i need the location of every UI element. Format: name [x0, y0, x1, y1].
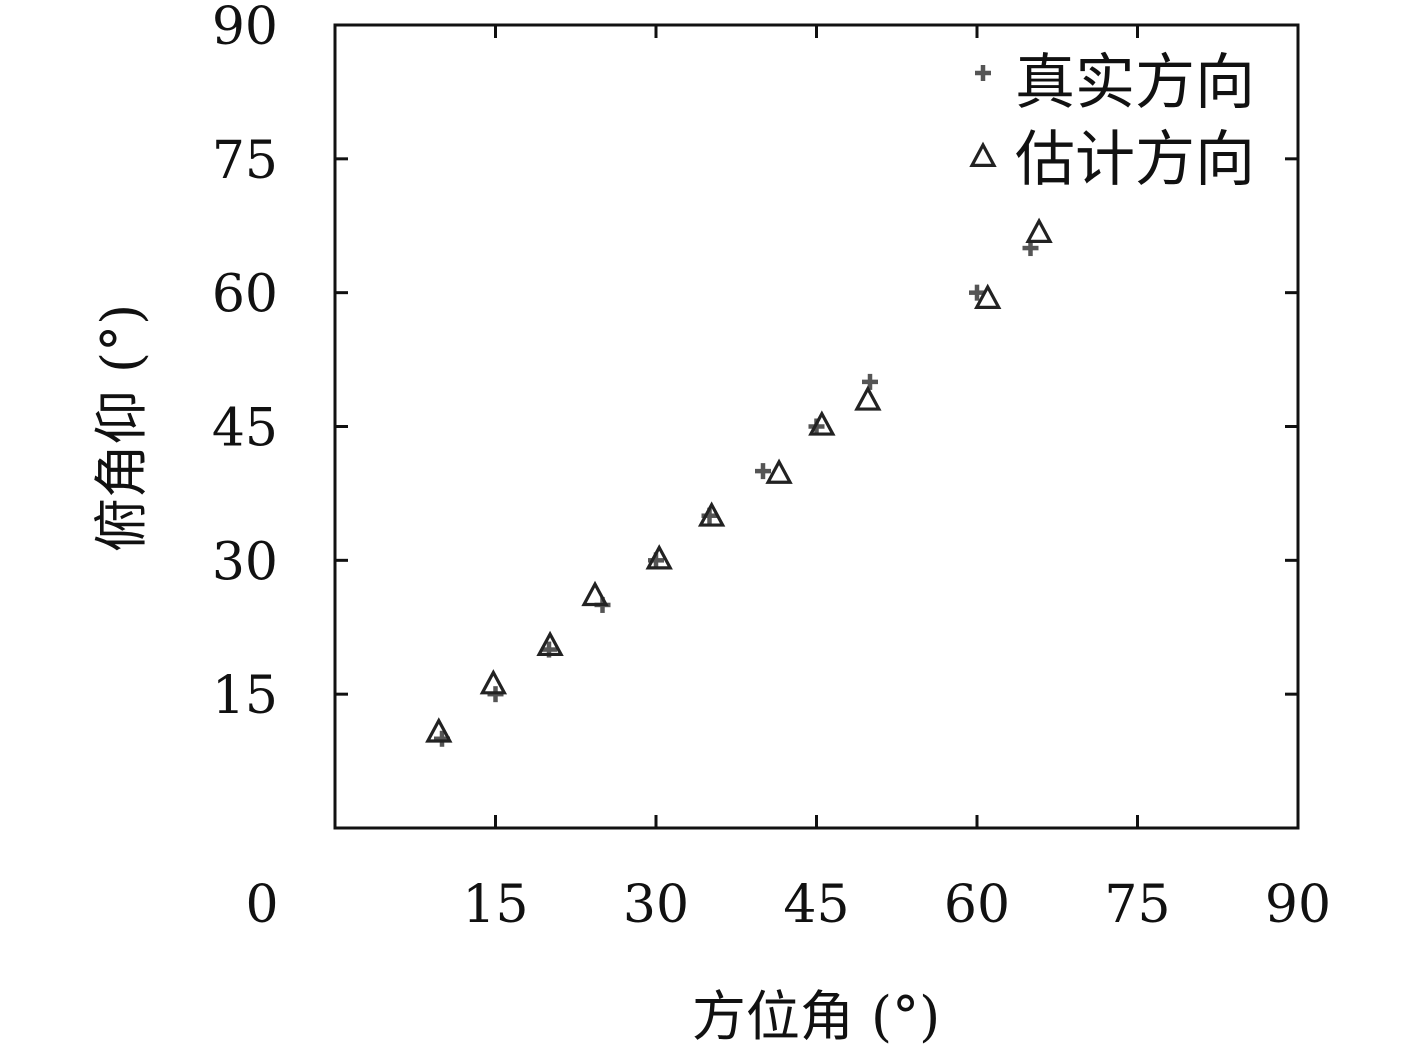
- x-tick-label: 45: [783, 875, 849, 935]
- x-tick-label: 90: [1265, 875, 1331, 935]
- estimated-direction-point: [974, 283, 1002, 309]
- estimated-direction-point: [697, 501, 726, 527]
- estimated-direction-point: [479, 669, 508, 695]
- legend-label-true-direction: 真实方向: [1015, 48, 1255, 118]
- estimated-direction-point: [645, 544, 673, 570]
- x-tick-label: 30: [623, 875, 689, 935]
- y-tick-label: 45: [212, 399, 278, 459]
- x-axis-title: 方位角 (°): [692, 985, 940, 1048]
- x-tick-label: 15: [462, 875, 528, 935]
- y-tick-label: 75: [212, 131, 278, 191]
- legend-label-estimated-direction: 估计方向: [1015, 125, 1255, 195]
- legend-marker-estimated-direction: [969, 141, 997, 167]
- estimated-direction-point: [581, 580, 609, 607]
- legend-marker-true-direction: [975, 65, 991, 81]
- true-direction-point: [862, 373, 878, 390]
- y-tick-label: 90: [212, 0, 278, 57]
- data-points: [425, 217, 1053, 747]
- axis-ticks: [335, 25, 1298, 828]
- estimated-direction-point: [536, 630, 564, 657]
- legend-plus-marker: [975, 65, 991, 81]
- y-axis-tick-labels: 15 30 45 60 75 90: [212, 0, 278, 726]
- estimated-direction-point: [425, 717, 453, 743]
- y-axis-title: 俯角仰 (°): [90, 304, 153, 552]
- x-tick-label: 0: [245, 875, 278, 935]
- true-direction-point: [755, 463, 771, 480]
- x-tick-label: 75: [1104, 875, 1170, 935]
- estimated-direction-point: [1025, 217, 1053, 243]
- legend-triangle-marker: [969, 141, 997, 167]
- true-direction-point: [969, 284, 985, 301]
- y-tick-label: 30: [212, 532, 278, 592]
- x-axis-tick-labels: 0 15 30 45 60 75 90: [245, 875, 1331, 935]
- estimated-direction-point: [808, 410, 836, 436]
- estimated-direction-point: [854, 385, 882, 411]
- legend: 真实方向 估计方向: [969, 48, 1255, 195]
- x-tick-label: 60: [944, 875, 1010, 935]
- y-tick-label: 15: [212, 666, 278, 726]
- estimated-direction-point: [765, 458, 793, 484]
- y-tick-label: 60: [212, 265, 278, 325]
